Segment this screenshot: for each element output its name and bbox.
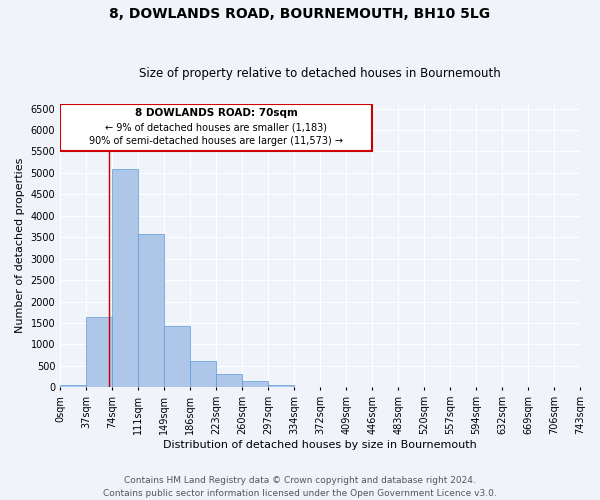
Bar [268, 385, 294, 388]
Bar [190, 361, 216, 388]
Y-axis label: Number of detached properties: Number of detached properties [15, 158, 25, 334]
Text: 90% of semi-detached houses are larger (11,573) →: 90% of semi-detached houses are larger (… [89, 136, 343, 146]
Bar [86, 318, 112, 388]
Text: 8, DOWLANDS ROAD, BOURNEMOUTH, BH10 5LG: 8, DOWLANDS ROAD, BOURNEMOUTH, BH10 5LG [109, 8, 491, 22]
Bar [138, 234, 164, 388]
X-axis label: Distribution of detached houses by size in Bournemouth: Distribution of detached houses by size … [163, 440, 477, 450]
Text: ← 9% of detached houses are smaller (1,183): ← 9% of detached houses are smaller (1,1… [105, 123, 327, 133]
Title: Size of property relative to detached houses in Bournemouth: Size of property relative to detached ho… [139, 66, 501, 80]
Bar [164, 326, 190, 388]
Bar [112, 170, 138, 388]
FancyBboxPatch shape [60, 104, 372, 152]
Bar [60, 384, 86, 388]
Text: 8 DOWLANDS ROAD: 70sqm: 8 DOWLANDS ROAD: 70sqm [135, 108, 298, 118]
Bar [216, 374, 242, 388]
Bar [242, 381, 268, 388]
Text: Contains HM Land Registry data © Crown copyright and database right 2024.
Contai: Contains HM Land Registry data © Crown c… [103, 476, 497, 498]
